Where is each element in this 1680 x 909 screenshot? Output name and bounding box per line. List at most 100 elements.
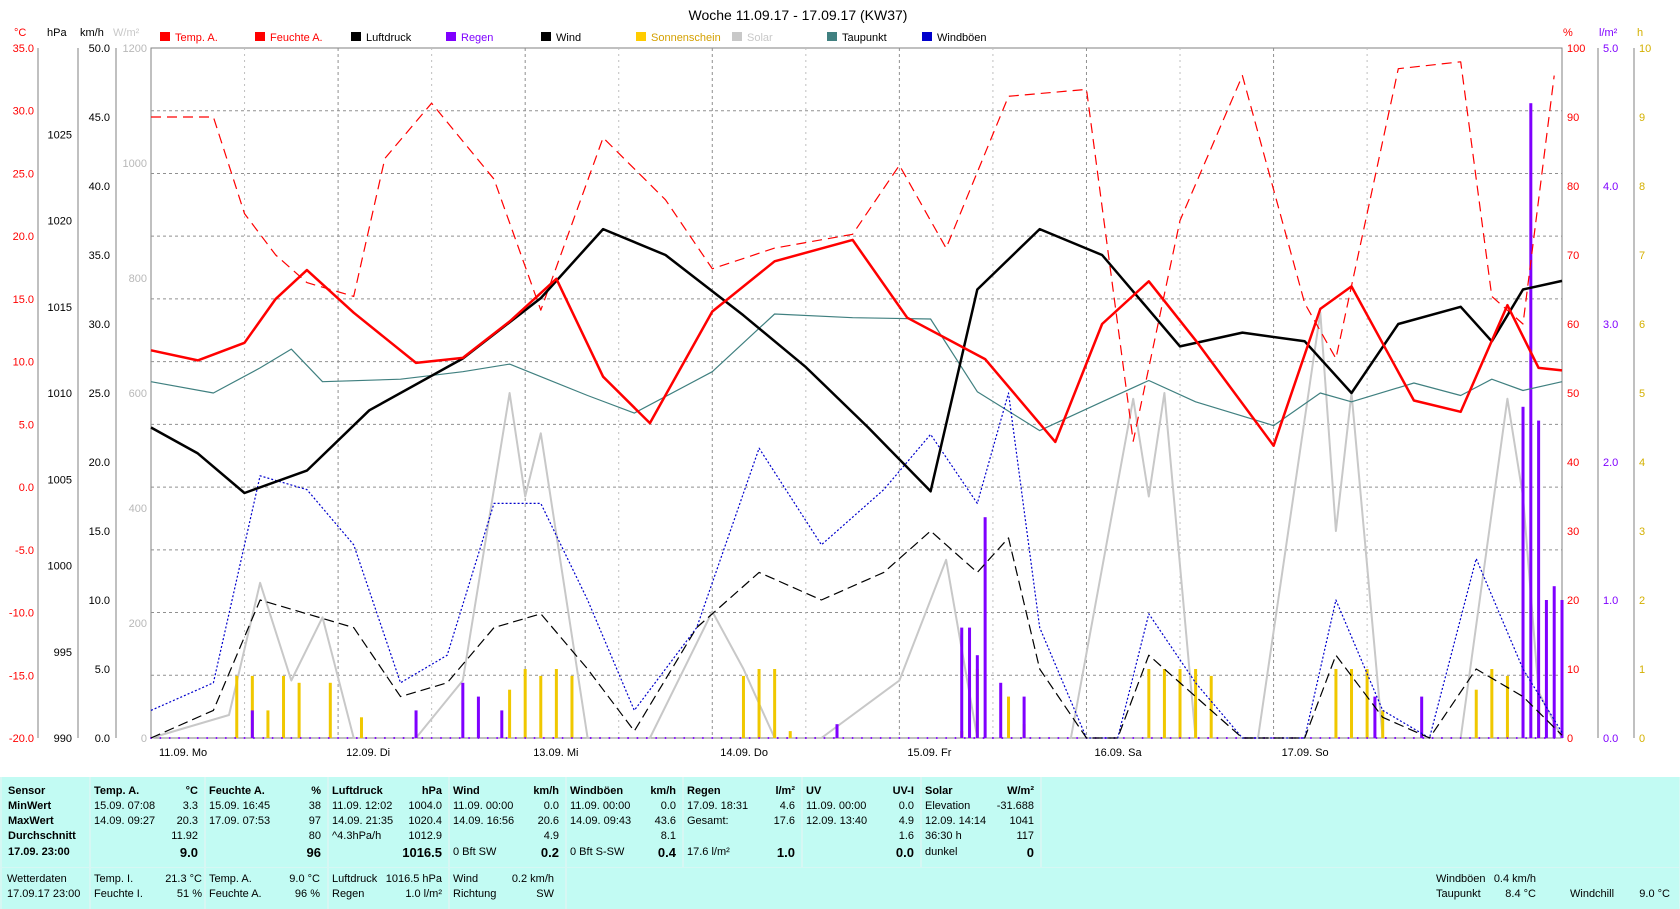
- rain-zero-dot: [365, 737, 368, 739]
- y-tick-pressure: 1015: [48, 302, 72, 314]
- rain-zero-dot: [411, 737, 414, 739]
- rain-zero-dot: [879, 737, 882, 739]
- rain-bar: [1537, 420, 1541, 738]
- panel-rowlabel: MinWert: [8, 800, 52, 812]
- sunshine-bar: [359, 717, 363, 738]
- rain-zero-dot: [1122, 737, 1125, 739]
- panel-value-solar: -31.688: [996, 800, 1034, 812]
- rain-zero-dot: [430, 737, 433, 739]
- panel-cell-press: 11.09. 12:02: [332, 800, 393, 812]
- x-tick-label: 11.09. Mo: [159, 747, 207, 759]
- rain-bar: [1544, 600, 1548, 738]
- panel-block: [91, 777, 204, 867]
- y-tick-wind: 15.0: [89, 526, 110, 538]
- panel-value-press: 1016.5: [402, 845, 442, 860]
- rain-zero-dot: [159, 737, 162, 739]
- rain-zero-dot: [729, 737, 732, 739]
- y-tick-wind: 50.0: [89, 43, 110, 55]
- rain-zero-dot: [439, 737, 442, 739]
- rain-bar: [1420, 696, 1424, 738]
- panel-cell-gust: 14.09. 09:43: [570, 815, 632, 827]
- y-tick-temp: -20.0: [9, 733, 34, 745]
- panel-block: [567, 777, 682, 867]
- rain-zero-dot: [767, 737, 770, 739]
- sunshine-bar: [1365, 669, 1369, 738]
- series-luftdruck: [150, 227, 1563, 495]
- rain-zero-dot: [608, 737, 611, 739]
- panel-block: [1042, 777, 1679, 867]
- unit-pct: %: [1563, 27, 1573, 39]
- y-tick-temp: 35.0: [13, 43, 34, 55]
- rain-zero-dot: [1506, 737, 1509, 739]
- panel-unit-uv: UV-I: [892, 785, 914, 797]
- sunshine-bar: [328, 682, 332, 738]
- legend-swatch-sonnenschein: [636, 32, 646, 41]
- rain-zero-dot: [514, 737, 517, 739]
- panel-value-rain: 17.6: [773, 815, 795, 827]
- x-tick-label: 13.09. Mi: [533, 747, 578, 759]
- sunshine-bar: [297, 682, 301, 738]
- rain-bar: [1529, 103, 1533, 738]
- rain-zero-dot: [1543, 737, 1546, 739]
- rain-zero-dot: [542, 737, 545, 739]
- sunshine-bar: [757, 669, 761, 738]
- panel-unit-wind: km/h: [533, 785, 559, 797]
- rain-zero-dot: [655, 737, 658, 739]
- panel-cell-press: ^4.3hPa/h: [332, 830, 382, 842]
- y-tick-humidity: 0: [1567, 733, 1573, 745]
- footer-stamp: 17.09.17 23:00: [7, 888, 81, 900]
- rain-zero-dot: [346, 737, 349, 739]
- rain-bar: [983, 517, 987, 738]
- rain-zero-dot: [552, 737, 555, 739]
- y-tick-temp: 10.0: [13, 357, 34, 369]
- panel-value-wind: 4.9: [543, 830, 559, 842]
- x-tick-label: 12.09. Di: [346, 747, 390, 759]
- rain-zero-dot: [280, 737, 283, 739]
- y-tick-sun: 6: [1639, 319, 1645, 331]
- y-tick-solar: 1200: [123, 43, 147, 55]
- rain-zero-dot: [786, 737, 789, 739]
- panel-value-wind: 0.2: [540, 845, 559, 860]
- rain-zero-dot: [1394, 737, 1397, 739]
- legend-swatch-feuchte: [255, 32, 265, 41]
- rain-zero-dot: [982, 737, 985, 739]
- footer-feuchte-i-label: Feuchte I.: [94, 888, 143, 900]
- footer-block: [329, 868, 448, 909]
- panel-block: [2, 777, 89, 867]
- rain-zero-dot: [580, 737, 583, 739]
- unit-hours: h: [1637, 27, 1643, 39]
- rain-zero-dot: [963, 737, 966, 739]
- panel-rowlabel: MaxWert: [8, 815, 54, 827]
- rain-zero-dot: [383, 737, 386, 739]
- y-tick-humidity: 30: [1567, 526, 1579, 538]
- rain-zero-dot: [1207, 737, 1210, 739]
- panel-cell-rain: 17.6 l/m²: [687, 846, 730, 858]
- stats-panel: Sensor MinWert MaxWert Durchschnitt 17.09. 2…: [0, 777, 1680, 909]
- rain-zero-dot: [1384, 737, 1387, 739]
- panel-block: [803, 777, 920, 867]
- y-tick-humidity: 80: [1567, 181, 1579, 193]
- y-tick-sun: 2: [1639, 595, 1645, 607]
- panel-value-gust: 8.1: [660, 830, 676, 842]
- footer-temp-i: 21.3 °C: [165, 873, 202, 885]
- rain-zero-dot: [234, 737, 237, 739]
- y-tick-humidity: 20: [1567, 595, 1579, 607]
- rain-zero-dot: [299, 737, 302, 739]
- y-tick-humidity: 50: [1567, 388, 1579, 400]
- series-solar: [150, 311, 1563, 739]
- legend-label-luftdruck: Luftdruck: [366, 32, 412, 44]
- rain-zero-dot: [1478, 737, 1481, 739]
- y-tick-sun: 9: [1639, 112, 1645, 124]
- rain-bar: [968, 627, 972, 738]
- legend-label-solar: Solar: [747, 32, 773, 44]
- y-tick-wind: 10.0: [89, 595, 110, 607]
- panel-cell-hum: 15.09. 16:45: [209, 800, 271, 812]
- rain-zero-dot: [832, 737, 835, 739]
- chart-title: Woche 11.09.17 - 17.09.17 (KW37): [689, 7, 908, 23]
- sunshine-bar: [554, 669, 558, 738]
- rain-zero-dot: [1431, 737, 1434, 739]
- y-tick-humidity: 60: [1567, 319, 1579, 331]
- rain-zero-dot: [561, 737, 564, 739]
- rain-zero-dot: [1440, 737, 1443, 739]
- y-tick-rain: 1.0: [1603, 595, 1618, 607]
